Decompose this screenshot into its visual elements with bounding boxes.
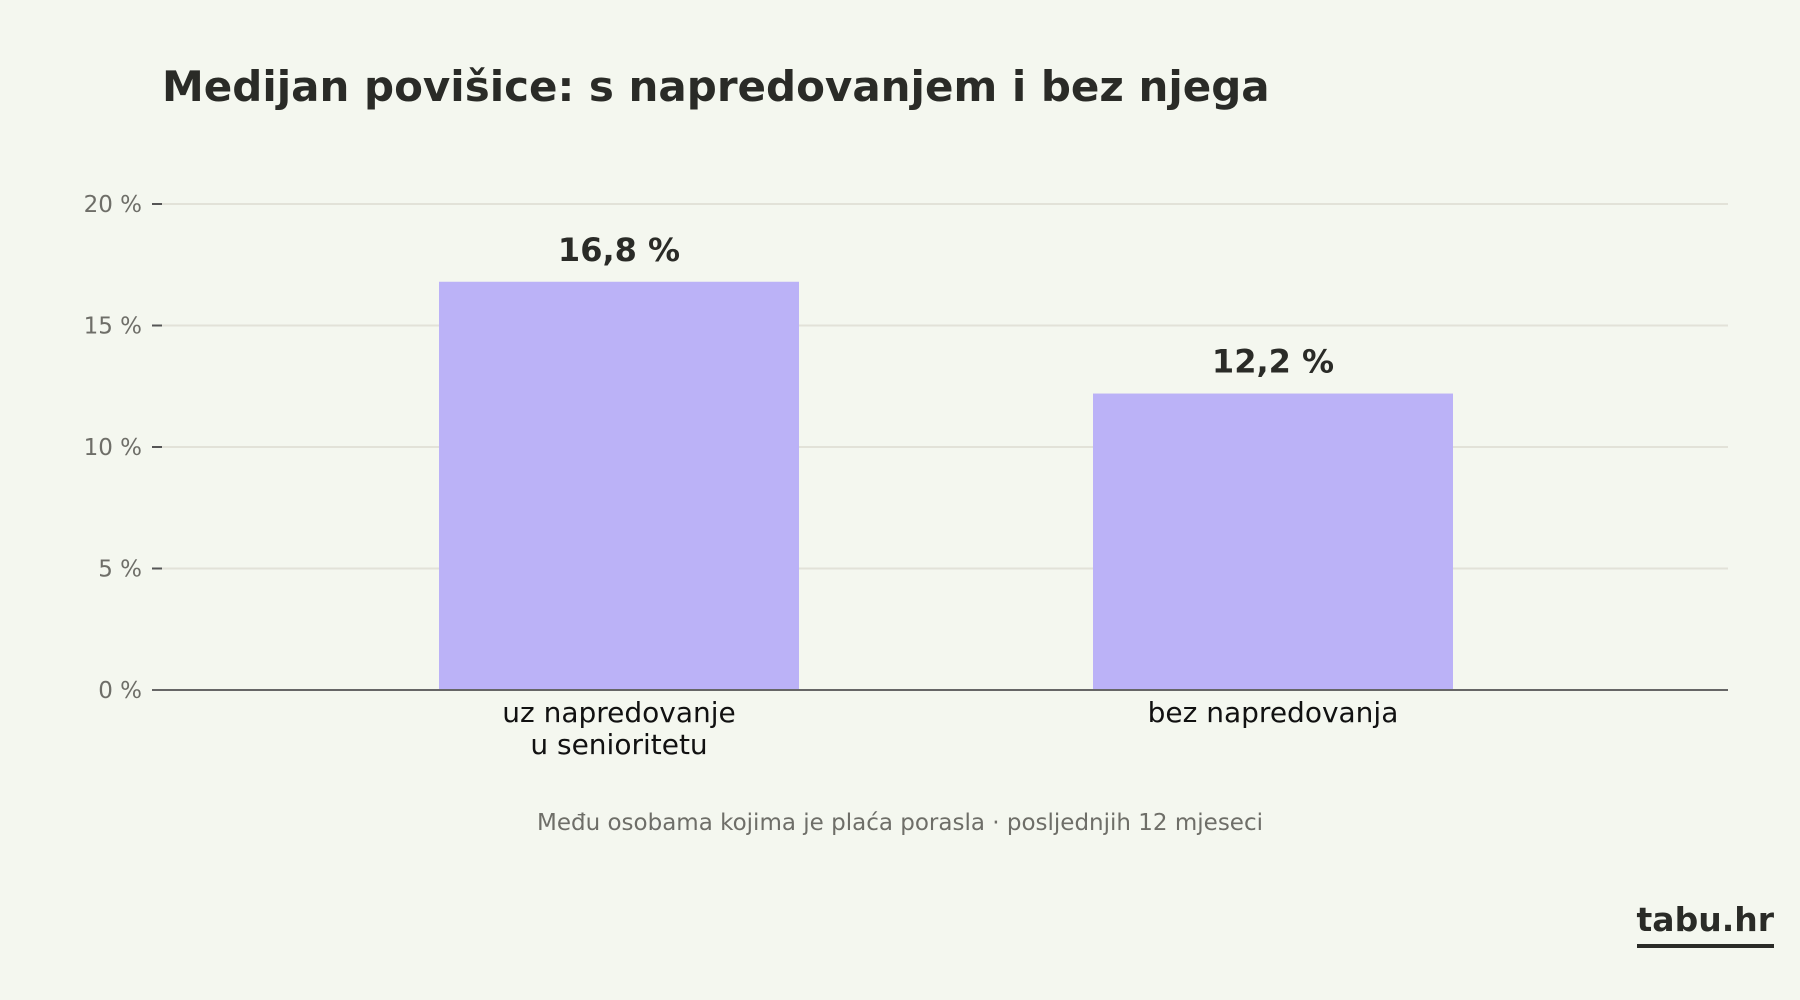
bar-value-label: 16,8 % [558, 231, 680, 269]
chart-title: Medijan povišice: s napredovanjem i bez … [162, 62, 1270, 111]
gridlines [152, 203, 1728, 570]
y-tick-label: 0 % [98, 678, 142, 704]
bar-value-label: 12,2 % [1212, 343, 1334, 381]
bar [1093, 393, 1453, 690]
bar [439, 281, 799, 690]
y-tick-label: 20 % [84, 192, 142, 218]
x-tick-label: u senioritetu [530, 728, 707, 761]
y-tick-label: 5 % [98, 557, 142, 583]
y-tick-label: 15 % [84, 314, 142, 340]
chart-note: Među osobama kojima je plaća porasla · p… [536, 810, 1263, 836]
y-tick-label: 10 % [84, 435, 142, 461]
bars: 16,8 % 12,2 % [439, 231, 1453, 690]
y-axis: 0 % 5 % 10 % 15 % 20 % [84, 192, 162, 704]
x-tick-label: uz napredovanje [502, 696, 736, 729]
x-tick-label: bez napredovanja [1148, 696, 1399, 729]
brand-logo[interactable]: tabu.hr [1636, 901, 1774, 949]
